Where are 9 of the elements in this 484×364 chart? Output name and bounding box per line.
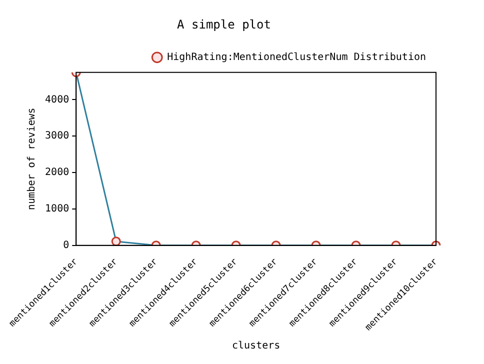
x-axis-title: clusters: [232, 340, 280, 352]
y-tick-label: 0: [63, 240, 70, 251]
y-tick-label: 3000: [45, 130, 70, 142]
y-tick-label: 1000: [45, 204, 70, 215]
y-axis-title: number of reviews: [26, 108, 38, 210]
y-tick-label: 4000: [45, 94, 70, 106]
legend-label: HighRating:MentionedClusterNum Distribution: [167, 52, 426, 63]
y-tick-label: 2000: [45, 167, 70, 178]
chart-title: A simple plot: [177, 17, 271, 32]
